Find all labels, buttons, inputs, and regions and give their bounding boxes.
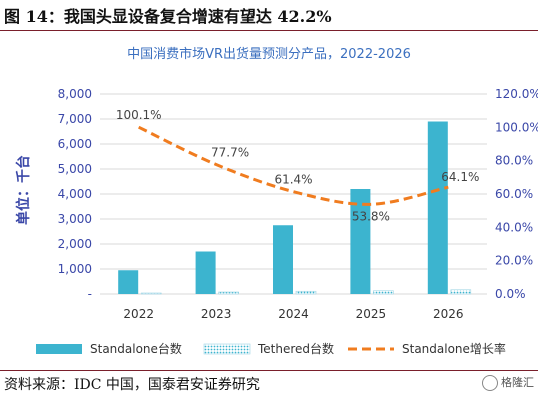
y-axis-label: 单位：千台 [15,155,32,225]
y-tick-label: 8,000 [58,87,92,101]
x-tick-label: 2024 [278,307,309,321]
legend-label-growth: Standalone增长率 [402,341,506,356]
header-rule [0,30,538,31]
watermark-text: 格隆汇 [501,376,534,389]
y-tick-label: 3,000 [58,212,92,226]
bar-tethered [295,290,317,295]
legend-swatch-tethered [203,343,251,355]
y-axis-label-group: 单位：千台 [15,155,32,225]
y-tick-label: 6,000 [58,137,92,151]
growth-rate-line [138,125,449,206]
bar-tethered [140,292,162,295]
figure-title: 图 14：我国头显设备复合增速有望达 42.2% [4,7,332,26]
watermark: 格隆汇 [482,374,534,391]
x-tick-label: 2025 [356,307,387,321]
y-axis-left-ticks: - 1,000 2,000 3,000 4,000 5,000 6,000 7,000 8,00… [58,87,92,301]
figure-source: 资料来源：IDC 中国，国泰君安证券研究 [4,377,260,393]
bar-standalone [273,225,293,294]
y2-tick-label: 120.0% [495,87,538,101]
y2-tick-label: 80.0% [495,154,533,168]
y2-tick-label: 0.0% [495,287,526,301]
y2-tick-label: 40.0% [495,220,533,234]
growth-rate-label: 64.1% [441,170,479,184]
legend-swatch-standalone [36,344,82,354]
watermark-logo-icon [482,375,498,391]
y-tick-label: 5,000 [58,162,92,176]
y-tick-label: 4,000 [58,187,92,201]
bar-standalone [427,121,448,294]
x-axis-ticks: 2022 2023 2024 2025 2026 [123,307,463,321]
y2-tick-label: 100.0% [495,120,538,134]
bar-standalone [118,270,139,294]
y2-tick-label: 60.0% [495,187,533,201]
growth-rate-label: 100.1% [116,108,162,122]
footer-rule [0,370,538,371]
chart-area: - 1,000 2,000 3,000 4,000 5,000 6,000 7,000 8,00… [15,87,538,356]
growth-rate-label: 77.7% [211,146,249,160]
bar-tethered [373,290,394,295]
chart-title: 中国消费市场VR出货量预测分产品，2022-2026 [127,47,411,62]
bar-tethered [218,291,239,295]
figure-header: 图 14：我国头显设备复合增速有望达 42.2% [0,0,538,28]
x-tick-label: 2026 [433,307,464,321]
legend-label-standalone: Standalone台数 [90,341,182,356]
growth-rate-label: 53.8% [352,209,390,223]
y-axis-right-ticks: 0.0% 20.0% 40.0% 60.0% 80.0% 100.0% 120.0% [495,87,538,301]
y-tick-label: 2,000 [58,237,92,251]
line-series: 100.1% 77.7% 61.4% 53.8% 64.1% [116,108,480,223]
y-tick-label: 1,000 [58,262,92,276]
legend-label-tethered: Tethered台数 [257,341,334,356]
bar-standalone [195,251,216,294]
growth-rate-label: 61.4% [274,173,312,187]
bar-tethered [450,289,472,295]
bar-standalone [350,189,371,294]
y2-tick-label: 20.0% [495,254,533,268]
x-tick-label: 2023 [201,307,232,321]
bar-series [118,121,472,295]
x-tick-label: 2022 [123,307,154,321]
y-tick-label: - [88,287,92,301]
legend: Standalone台数 Tethered台数 Standalone增长率 [36,341,506,356]
y-tick-label: 7,000 [58,112,92,126]
